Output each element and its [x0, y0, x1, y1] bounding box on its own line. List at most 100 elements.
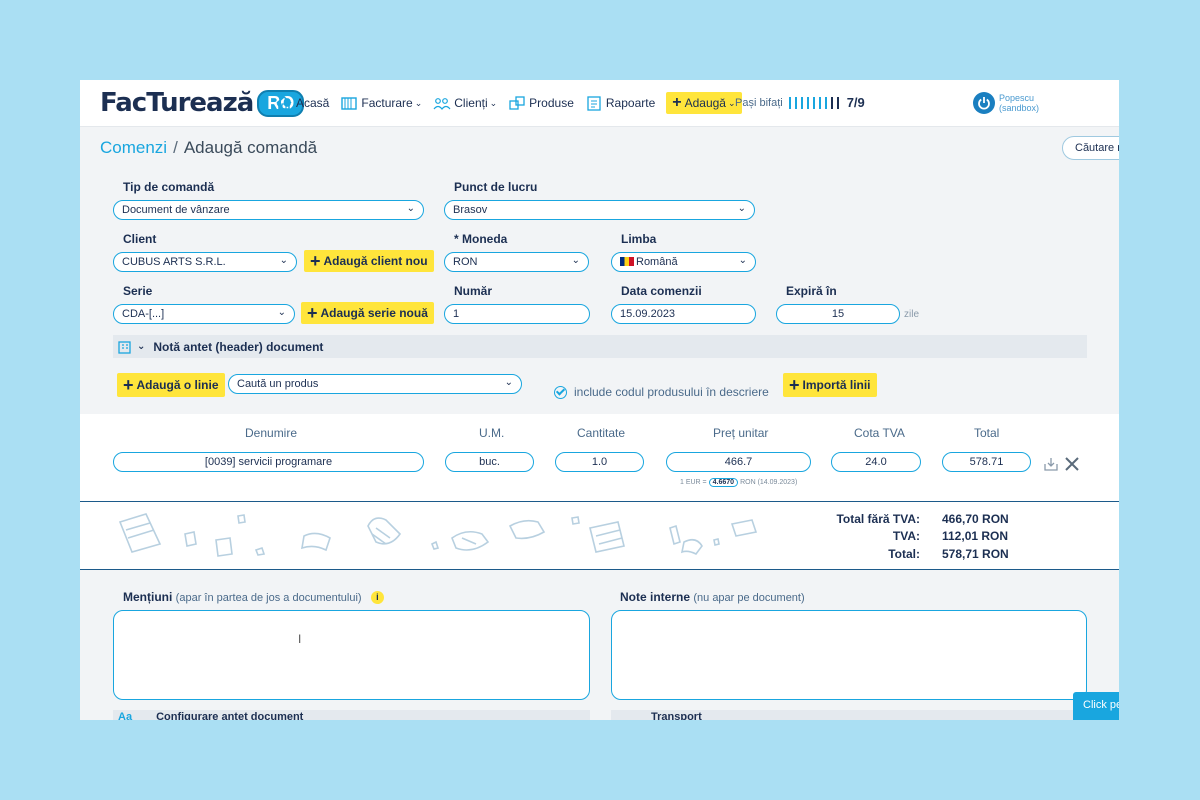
power-icon: [973, 92, 995, 114]
rate-suffix: RON (14.09.2023): [740, 479, 798, 486]
zile-label: zile: [904, 309, 920, 320]
client-value: CUBUS ARTS S.R.L.: [122, 256, 226, 268]
chevron-down-icon: ⌄: [414, 97, 423, 108]
help-chat-button[interactable]: Click pe: [1073, 692, 1119, 720]
col-um: U.M.: [479, 426, 505, 440]
col-denumire: Denumire: [245, 426, 298, 440]
col-cota: Cota TVA: [854, 426, 905, 440]
transport-toggle[interactable]: Transport: [611, 710, 1087, 720]
exchange-rate: 1 EUR = 4.6670 RON (14.09.2023): [680, 478, 797, 487]
import-lines-button[interactable]: + Importă linii: [783, 373, 877, 397]
plus-icon: +: [672, 94, 682, 111]
user-name: Popescu: [999, 93, 1035, 103]
mentiuni-heading: Mențiuni (apar în partea de jos a docume…: [123, 590, 384, 605]
serie-select[interactable]: CDA-[...] ⌄: [113, 304, 295, 324]
close-icon[interactable]: [1062, 454, 1082, 474]
steps-bars: [788, 96, 843, 109]
total-fara-value: 466,70 RON: [942, 512, 1009, 526]
steps-count: 7/9: [846, 95, 865, 110]
step-bar: [824, 96, 827, 109]
limba-value: Română: [636, 256, 678, 268]
breadcrumb-separator: /: [173, 138, 178, 157]
product-search-select[interactable]: Caută un produs ⌄: [228, 374, 522, 394]
client-select[interactable]: CUBUS ARTS S.R.L. ⌄: [113, 252, 297, 272]
info-icon[interactable]: i: [370, 591, 384, 605]
check-icon: [554, 385, 567, 399]
chevron-down-icon: ⌄: [277, 307, 286, 318]
nav-item-facturare[interactable]: Facturare ⌄: [340, 92, 422, 114]
home-icon: [276, 96, 292, 110]
nav-label: Clienți: [454, 96, 488, 110]
punct-select[interactable]: Brasov ⌄: [444, 200, 755, 220]
mentiuni-hint: (apar în partea de jos a documentului): [175, 592, 362, 604]
antet-config-toggle[interactable]: Aa Configurare antet document: [113, 710, 590, 720]
chevron-down-icon: ⌄: [571, 255, 580, 266]
chevron-down-icon: ⌄: [737, 203, 746, 214]
main-menu: Acasă Facturare ⌄ Clienți ⌄ Produse Rapoar…: [275, 92, 753, 114]
line-cota-input[interactable]: 24.0: [831, 452, 921, 472]
reports-icon: [587, 96, 601, 111]
nav-item-produse[interactable]: Produse: [508, 92, 574, 114]
limba-select[interactable]: Română ⌄: [611, 252, 756, 272]
products-icon: [509, 96, 525, 110]
chevron-down-icon: ⌄: [738, 255, 747, 266]
nota-antet-toggle[interactable]: ⌄ Notă antet (header) document: [113, 335, 1087, 358]
chevron-down-icon: ⌄: [406, 203, 415, 214]
breadcrumb-parent[interactable]: Comenzi: [100, 138, 168, 157]
add-serie-button[interactable]: + Adaugă serie nouă: [301, 302, 434, 324]
logo[interactable]: FacTurează RO: [100, 88, 305, 118]
step-bar: [788, 96, 791, 109]
rate-value[interactable]: 4.6670: [708, 478, 739, 487]
grand-total-label: Total:: [888, 547, 920, 561]
col-cantitate: Cantitate: [577, 426, 626, 440]
interne-textarea[interactable]: [611, 610, 1087, 700]
product-placeholder: Caută un produs: [237, 378, 319, 390]
plus-icon: +: [307, 302, 318, 323]
steps-label: Pași bifați: [735, 96, 783, 109]
include-label: include codul produsului în descriere: [574, 385, 769, 399]
nav-label: Facturare: [361, 96, 413, 110]
nav-item-acasa[interactable]: Acasă: [275, 92, 329, 114]
mentiuni-textarea[interactable]: [113, 610, 590, 700]
step-bar: [800, 96, 803, 109]
line-denumire-input[interactable]: [0039] servicii programare: [113, 452, 424, 472]
add-serie-label: Adaugă serie nouă: [320, 306, 428, 320]
punct-value: Brasov: [453, 204, 488, 216]
add-menu-button[interactable]: + Adaugă ⌄: [666, 92, 742, 114]
include-code-checkbox[interactable]: include codul produsului în descriere: [554, 385, 769, 399]
step-bar: [836, 96, 839, 109]
moneda-select[interactable]: RON ⌄: [444, 252, 589, 272]
col-total: Total: [974, 426, 1000, 440]
line-um-input[interactable]: buc.: [445, 452, 534, 472]
interne-hint: (nu apar pe document): [693, 592, 805, 604]
tip-value: Document de vânzare: [122, 204, 230, 216]
rate-prefix: 1 EUR =: [680, 479, 707, 486]
moneda-label: * Moneda: [454, 232, 508, 246]
search-button[interactable]: Căutare r: [1062, 136, 1119, 160]
data-input[interactable]: 15.09.2023: [611, 304, 756, 324]
tip-select[interactable]: Document de vânzare ⌄: [113, 200, 424, 220]
download-icon[interactable]: [1042, 455, 1060, 473]
breadcrumb: Comenzi / Adaugă comandă: [100, 138, 317, 158]
numar-input[interactable]: 1: [444, 304, 590, 324]
add-client-button[interactable]: + Adaugă client nou: [304, 250, 434, 272]
text-cursor-icon: I: [298, 632, 302, 646]
line-actions: [1042, 454, 1082, 474]
nav-item-clienti[interactable]: Clienți ⌄: [433, 92, 497, 114]
user-menu[interactable]: Popescu (sandbox): [973, 92, 1039, 114]
add-client-label: Adaugă client nou: [323, 254, 428, 268]
add-line-button[interactable]: + Adaugă o linie: [117, 373, 225, 397]
chevron-down-icon: ⌄: [504, 377, 513, 388]
breadcrumb-bar: Comenzi / Adaugă comandă Căutare r: [80, 126, 1119, 168]
expira-input[interactable]: 15: [776, 304, 900, 324]
add-menu-label: Adaugă: [684, 96, 726, 110]
limba-label: Limba: [621, 232, 657, 246]
nav-item-rapoarte[interactable]: Rapoarte: [585, 92, 655, 114]
nav-label: Acasă: [296, 96, 330, 110]
transport-label: Transport: [651, 711, 702, 720]
steps-progress[interactable]: Pași bifați 7/9: [735, 95, 865, 110]
step-bar: [818, 96, 821, 109]
line-cantitate-input[interactable]: 1.0: [555, 452, 644, 472]
line-pret-input[interactable]: 466.7: [666, 452, 811, 472]
line-total-input[interactable]: 578.71: [942, 452, 1031, 472]
